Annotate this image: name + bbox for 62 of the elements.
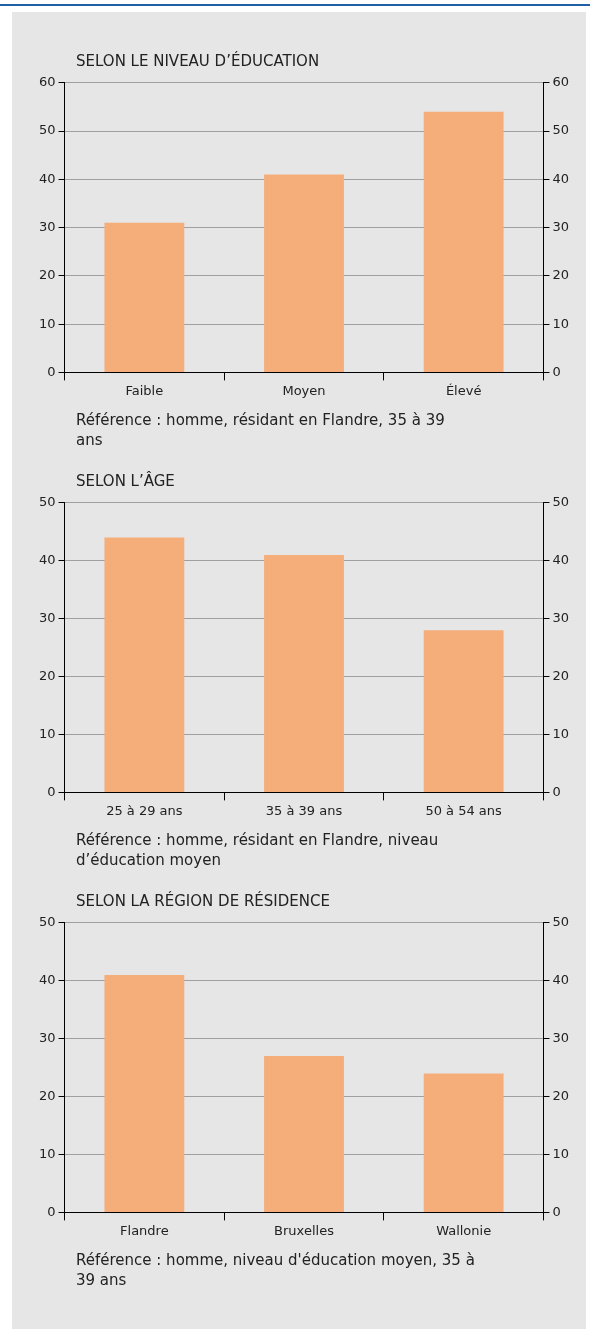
x-tick-label: Bruxelles (274, 1222, 335, 1238)
y2-tick-label: 0 (552, 1203, 561, 1219)
y2-tick-label: 10 (552, 315, 569, 331)
text: Référence : homme, résidant en Flandre, niveau d’éducation moyen (76, 830, 440, 870)
bar (264, 554, 344, 792)
y-tick-label: 30 (39, 1030, 56, 1046)
y-tick-label: 40 (39, 552, 56, 568)
y2-tick-label: 50 (552, 914, 569, 930)
x-tick-label: Wallonie (436, 1222, 492, 1238)
y2-tick-label: 50 (552, 494, 569, 510)
x-tick-label: 25 à 29 ans (106, 802, 183, 818)
x-tick-label: Faible (125, 382, 164, 398)
y-tick-label: 50 (39, 494, 56, 510)
x-tick-label: Élevé (445, 382, 482, 398)
y-tick-label: 30 (39, 610, 56, 626)
chart-title: SELON LA RÉGION DE RÉSIDENCE (76, 892, 331, 912)
y2-tick-label: 20 (552, 667, 569, 683)
y2-tick-label: 40 (552, 972, 569, 988)
bar (264, 1056, 344, 1212)
y2-tick-label: 0 (552, 363, 561, 379)
y-tick-label: 0 (47, 783, 56, 799)
y2-tick-label: 20 (552, 1087, 569, 1103)
text: Référence : homme, résidant en Flandre, 35 à 39 ans (76, 410, 446, 450)
bar (104, 974, 185, 1212)
y-tick-label: 20 (39, 267, 56, 283)
y-tick-label: 0 (47, 363, 56, 379)
x-tick-label: Moyen (282, 382, 326, 398)
y2-tick-label: 10 (552, 725, 569, 741)
y-tick-label: 30 (39, 218, 56, 234)
x-tick-label: 35 à 39 ans (265, 802, 343, 818)
chart-title: SELON LE NIVEAU D’ÉDUCATION (76, 52, 321, 72)
y-tick-label: 20 (39, 667, 56, 683)
y2-tick-label: 60 (552, 74, 569, 90)
x-tick-label: Flandre (120, 1222, 169, 1238)
y2-tick-label: 0 (552, 783, 561, 799)
y2-tick-label: 40 (552, 170, 569, 186)
bar (423, 1073, 504, 1212)
y-tick-label: 10 (39, 315, 56, 331)
y2-tick-label: 30 (552, 218, 569, 234)
y2-tick-label: 10 (552, 1145, 569, 1161)
chart-title: SELON L’ÂGE (76, 472, 176, 492)
text: Référence : homme, niveau d'éducation moyen, 35 à 39 ans (76, 1250, 476, 1290)
y2-tick-label: 30 (552, 610, 569, 626)
x-tick-label: 50 à 54 ans (425, 802, 503, 818)
y-tick-label: 50 (39, 122, 56, 138)
bar (264, 174, 344, 372)
bar (104, 222, 185, 372)
y2-tick-label: 50 (552, 122, 569, 138)
y-tick-label: 10 (39, 1145, 56, 1161)
y-tick-label: 40 (39, 170, 56, 186)
y-tick-label: 40 (39, 972, 56, 988)
y2-tick-label: 30 (552, 1030, 569, 1046)
y-tick-label: 50 (39, 914, 56, 930)
y-tick-label: 0 (47, 1203, 56, 1219)
y2-tick-label: 20 (552, 267, 569, 283)
y-tick-label: 10 (39, 725, 56, 741)
bar (423, 111, 504, 372)
bar (423, 630, 504, 792)
y-tick-label: 60 (39, 74, 56, 90)
y2-tick-label: 40 (552, 552, 569, 568)
bar (104, 537, 185, 792)
y-tick-label: 20 (39, 1087, 56, 1103)
